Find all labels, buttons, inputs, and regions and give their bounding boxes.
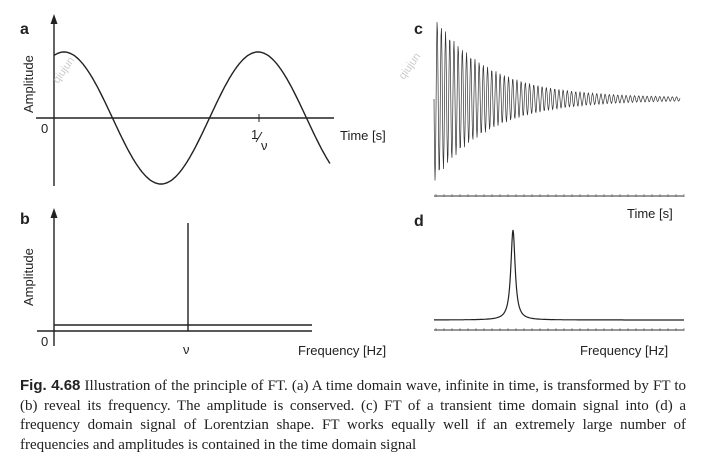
panel-d-xlabel: Frequency [Hz] <box>580 343 668 358</box>
svg-text:1: 1 <box>251 127 258 142</box>
lorentzian-peak <box>434 229 684 321</box>
panel-a-tick-label: 1 ν <box>251 127 268 153</box>
panel-a-y-arrow <box>50 14 58 24</box>
decay-signal <box>433 22 681 181</box>
sine-wave <box>53 51 331 185</box>
panel-d-letter: d <box>414 213 424 230</box>
caption-label: Fig. 4.68 <box>20 377 81 394</box>
svg-text:ν: ν <box>261 138 268 153</box>
panel-b-xlabel: Frequency [Hz] <box>298 343 386 358</box>
panel-d: d Frequency [Hz] <box>414 213 685 358</box>
watermark-2: qiujun <box>397 51 424 82</box>
panel-b-zero: 0 <box>41 334 48 349</box>
panel-c-ticks <box>435 194 685 197</box>
panel-b-y-arrow <box>50 208 58 218</box>
figure: a Amplitude 0 1 ν Time [s] b Amplitude 0… <box>20 14 685 358</box>
panel-b-letter: b <box>20 211 30 228</box>
panel-a-zero: 0 <box>41 121 48 136</box>
panel-c-letter: c <box>414 21 423 38</box>
panel-c-xlabel: Time [s] <box>627 206 673 221</box>
figure-caption: Fig. 4.68 Illustration of the principle … <box>20 376 686 455</box>
panel-a-xlabel: Time [s] <box>340 128 386 143</box>
panel-c: c Time [s] <box>414 21 685 221</box>
panel-a-ylabel: Amplitude <box>21 55 36 113</box>
panel-b-tick-label: ν <box>183 342 190 357</box>
panel-d-ticks <box>435 328 685 331</box>
panel-a: a Amplitude 0 1 ν Time [s] <box>20 14 386 186</box>
panel-a-letter: a <box>20 21 29 38</box>
caption-text: Illustration of the principle of FT. (a)… <box>20 378 687 453</box>
panel-b: b Amplitude 0 ν Frequency [Hz] <box>20 208 386 358</box>
panel-b-ylabel: Amplitude <box>21 248 36 306</box>
